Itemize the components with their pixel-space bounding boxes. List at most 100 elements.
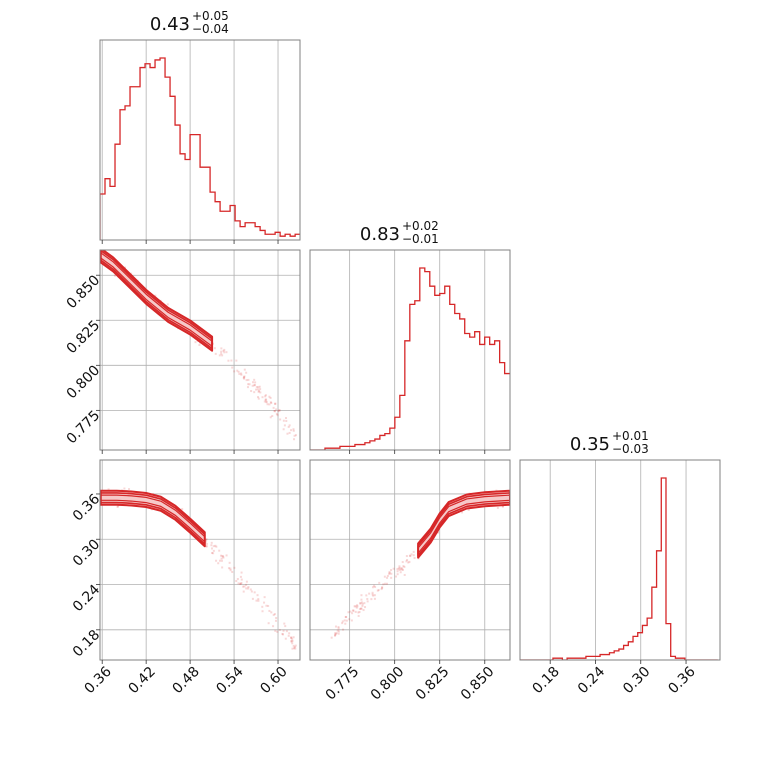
sample-point xyxy=(218,549,221,552)
sample-point xyxy=(217,562,220,565)
sample-point xyxy=(348,618,351,621)
sample-point xyxy=(222,349,225,352)
sample-point xyxy=(286,432,289,435)
sample-point xyxy=(397,567,400,570)
scatter-panel-2-1 xyxy=(309,459,511,664)
sample-point xyxy=(392,567,395,570)
sample-point xyxy=(381,586,384,589)
sample-point xyxy=(413,557,416,560)
sample-point xyxy=(345,616,348,619)
sample-point xyxy=(210,541,213,544)
axes-frame xyxy=(519,459,721,661)
sample-point xyxy=(356,605,359,608)
sample-point xyxy=(268,403,271,406)
sample-point xyxy=(386,582,389,585)
sample-point xyxy=(266,403,269,406)
sample-point xyxy=(373,584,376,587)
sample-point xyxy=(221,354,224,357)
sample-point xyxy=(252,381,255,384)
sample-point xyxy=(220,557,223,560)
sample-point xyxy=(276,414,279,417)
sample-point xyxy=(282,419,285,422)
sample-point xyxy=(335,632,338,635)
sample-point xyxy=(210,544,213,547)
sample-point xyxy=(229,567,232,570)
sample-point xyxy=(240,571,243,574)
x-tick-label: 0.775 xyxy=(323,664,363,704)
sample-point xyxy=(284,417,287,420)
sample-point xyxy=(251,384,254,387)
sample-point xyxy=(264,394,267,397)
sample-point xyxy=(360,607,363,610)
sample-point xyxy=(343,619,346,622)
sample-point xyxy=(243,377,246,380)
sample-point xyxy=(496,506,499,509)
sample-point xyxy=(501,505,504,508)
sample-point xyxy=(284,637,287,640)
sample-point xyxy=(253,378,256,381)
sample-point xyxy=(236,578,239,581)
sample-point xyxy=(205,545,208,548)
sample-point xyxy=(243,375,246,378)
sample-point xyxy=(337,626,340,629)
sample-point xyxy=(344,615,347,618)
sample-point xyxy=(347,611,350,614)
sample-point xyxy=(274,619,277,622)
sample-point xyxy=(257,396,260,399)
x-tick-label: 0.48 xyxy=(169,664,202,697)
sample-point xyxy=(245,371,248,374)
sample-point xyxy=(222,555,225,558)
x-tick-label: 0.54 xyxy=(213,664,246,697)
density-contour xyxy=(417,492,510,557)
sample-point xyxy=(401,568,404,571)
axes-frame xyxy=(99,459,301,661)
sample-point xyxy=(235,579,238,582)
sample-point xyxy=(253,384,256,387)
sample-point xyxy=(211,551,214,554)
sample-point xyxy=(220,352,223,355)
sample-point xyxy=(251,597,254,600)
sample-point xyxy=(198,343,201,346)
sample-point xyxy=(341,620,344,623)
scatter-panel-2-0 xyxy=(96,459,301,664)
sample-point xyxy=(366,597,369,600)
sample-point xyxy=(366,600,369,603)
sample-point xyxy=(233,370,236,373)
sample-point xyxy=(361,603,364,606)
sample-point xyxy=(354,605,357,608)
sample-point xyxy=(245,583,248,586)
sample-point xyxy=(290,636,293,639)
sample-point xyxy=(408,560,411,563)
sample-point xyxy=(337,627,340,630)
sample-point xyxy=(275,408,278,411)
sample-point xyxy=(257,397,260,400)
sample-point xyxy=(256,594,259,597)
x-tick-label: 0.36 xyxy=(665,664,698,697)
sample-point xyxy=(215,545,218,548)
axes-frame xyxy=(99,39,301,241)
sample-point xyxy=(270,611,273,614)
sample-point xyxy=(364,606,367,609)
sample-point xyxy=(255,388,258,391)
sample-point xyxy=(166,303,169,306)
sample-point xyxy=(349,610,352,613)
sample-point xyxy=(292,429,295,432)
sample-point xyxy=(436,531,439,534)
sample-point xyxy=(219,554,222,557)
sample-point xyxy=(242,590,245,593)
sample-point xyxy=(356,604,359,607)
sample-point xyxy=(205,545,208,548)
sample-point xyxy=(337,632,340,635)
sample-point xyxy=(359,601,362,604)
sample-point xyxy=(274,402,277,405)
sample-point xyxy=(467,508,470,511)
y-tick-label: 0.30 xyxy=(70,536,103,569)
sample-point xyxy=(233,566,236,569)
param-title-minus: −0.04 xyxy=(192,22,229,36)
sample-point xyxy=(412,554,415,557)
sample-point xyxy=(221,566,224,569)
sample-point xyxy=(334,633,337,636)
sample-point xyxy=(271,414,274,417)
sample-point xyxy=(240,373,243,376)
histogram-panel-1 xyxy=(309,249,511,454)
